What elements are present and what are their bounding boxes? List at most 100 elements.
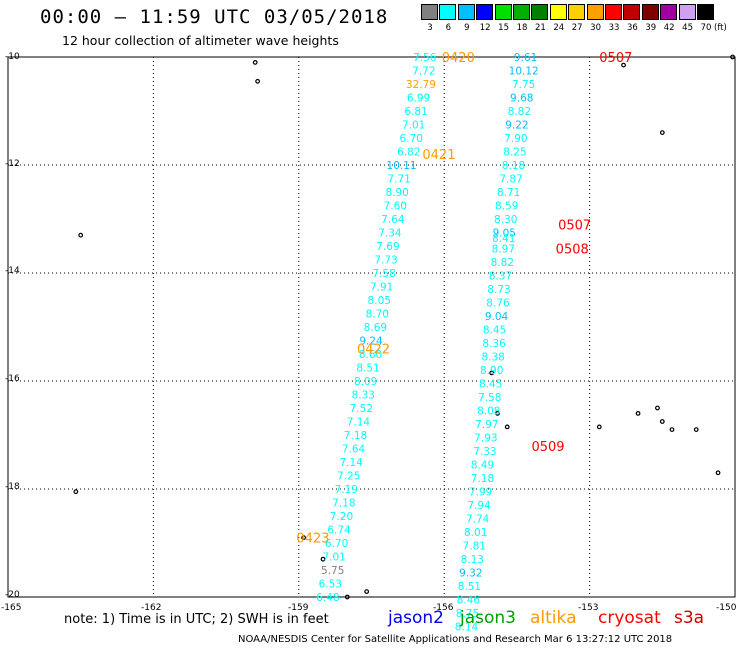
- wave-height-value: 7.01: [402, 120, 425, 132]
- island-outline: [621, 62, 626, 68]
- legend-swatch-6: [439, 4, 457, 20]
- wave-height-value: 7.20: [330, 511, 353, 523]
- wave-height-value: 9.68: [510, 93, 533, 105]
- legend-label-6: 6: [445, 23, 452, 33]
- legend-swatch-70: [697, 4, 714, 20]
- island-outline: [73, 489, 79, 495]
- wave-height-value: 7.18: [332, 498, 355, 510]
- legend-label-36: 36: [626, 23, 638, 33]
- wave-height-value: 8.36: [482, 338, 506, 350]
- legend-swatch-21: [531, 4, 549, 20]
- lat-label-18: -18: [5, 482, 20, 492]
- wave-height-value: 9.04: [485, 311, 509, 323]
- wave-height-value: 9.05: [493, 228, 516, 240]
- legend-label-39: 39: [645, 23, 657, 33]
- legend-label-33: 33: [608, 23, 620, 33]
- lon-label-153: -153: [578, 603, 599, 613]
- legend-swatch-45: [678, 4, 696, 20]
- wave-height-value: 5.75: [321, 565, 344, 577]
- wave-height-value: 7.97: [475, 419, 498, 431]
- wave-height-value: 7.69: [376, 241, 399, 253]
- wave-height-value: 8.30: [494, 214, 517, 226]
- wave-height-value: 6.48: [316, 592, 339, 604]
- wave-height-value: 7.81: [463, 541, 486, 553]
- wave-height-value: 8.97: [492, 244, 515, 256]
- island-outline: [635, 411, 641, 416]
- island-outline: [596, 424, 602, 430]
- wave-height-value: 7.14: [347, 417, 371, 429]
- pass-time-label: 0508: [556, 243, 589, 258]
- footer-credit: NOAA/NESDIS Center for Satellite Applica…: [238, 634, 673, 645]
- legend-swatch-39: [641, 4, 659, 20]
- wave-height-value: 7.19: [335, 484, 358, 496]
- wave-height-value: 8.51: [458, 581, 481, 593]
- legend-swatch-36: [623, 4, 641, 20]
- island-outline: [504, 424, 510, 430]
- wave-height-value: 8.75: [456, 608, 479, 620]
- lon-label-162: -162: [141, 603, 162, 613]
- wave-height-value: 8.51: [356, 363, 379, 375]
- sat-s3a: s3a: [674, 608, 705, 628]
- lon-label-156: -156: [433, 603, 454, 613]
- wave-height-value: 7.73: [374, 255, 397, 267]
- island-outline: [255, 78, 261, 84]
- lon-label-150: -150: [716, 603, 737, 613]
- wave-height-value: 8.70: [366, 309, 389, 321]
- wave-height-value: 8.49: [471, 460, 494, 472]
- legend-swatch-30: [586, 4, 604, 20]
- pass-time-label: 0509: [531, 440, 564, 455]
- wave-height-value: 8.13: [461, 554, 484, 566]
- sat-altika: altika: [530, 608, 577, 628]
- wave-height-value: 8.46: [457, 595, 481, 607]
- wave-height-value: 8.90: [480, 365, 503, 377]
- lat-label-14: -14: [5, 266, 20, 276]
- wave-height-value: 6.82: [397, 147, 420, 159]
- wave-height-value: 7.71: [387, 174, 410, 186]
- wave-height-value: 7.56: [413, 52, 437, 64]
- legend-swatch-3: [421, 4, 438, 20]
- wave-height-value: 7.33: [473, 446, 496, 458]
- wave-height-value: 8.59: [495, 201, 518, 213]
- wave-height-value: 8.14: [455, 622, 479, 634]
- map-subtitle: 12 hour collection of altimeter wave hei…: [62, 33, 339, 48]
- wave-height-value: 6.53: [319, 579, 342, 591]
- wave-height-value: 8.45: [483, 325, 506, 337]
- legend-swatch-12: [476, 4, 494, 20]
- wave-height-value: 7.18: [344, 430, 367, 442]
- wave-height-value: 8.73: [487, 284, 510, 296]
- map-title: 00:00 – 11:59 UTC 03/05/2018: [40, 6, 389, 28]
- wave-height-value: 32.79: [406, 79, 436, 91]
- sat-jason2: jason2: [388, 608, 444, 628]
- wave-height-value: 7.64: [381, 214, 405, 226]
- pass-time-label: 0421: [422, 148, 455, 163]
- island-outline: [78, 232, 84, 238]
- wave-height-value: 8.82: [491, 257, 514, 269]
- wave-height-value: 8.76: [486, 298, 510, 310]
- wave-height-value: 8.38: [481, 352, 504, 364]
- legend-swatch-18: [513, 4, 530, 20]
- wave-height-value: 9.61: [514, 52, 537, 64]
- legend-label-27: 27: [571, 23, 583, 33]
- wave-height-value: 7.72: [412, 66, 435, 78]
- map-frame: [7, 56, 736, 598]
- wave-height-value: 9.22: [505, 120, 528, 132]
- sat-cryosat: cryosat: [598, 608, 661, 628]
- wave-height-value: 8.69: [364, 322, 387, 334]
- island-outline: [659, 130, 665, 136]
- wave-height-value: 7.58: [478, 392, 501, 404]
- island-outline: [693, 427, 699, 433]
- wave-height-value: 8.01: [464, 527, 487, 539]
- legend-label-3: 3: [427, 23, 433, 33]
- wave-height-value: 7.64: [342, 444, 366, 456]
- legend-label-45: 45: [682, 23, 693, 33]
- wave-height-value: 8.60: [359, 349, 382, 361]
- legend-label-42: 42: [663, 23, 675, 33]
- wave-height-value: 7.60: [384, 201, 407, 213]
- island-outline: [320, 556, 326, 562]
- wave-height-value: 7.18: [471, 473, 494, 485]
- legend-swatch-33: [605, 4, 622, 20]
- wave-height-value: 7.87: [499, 174, 522, 186]
- pass-time-label: 0422: [357, 343, 390, 358]
- wave-height-value: 7.74: [466, 514, 490, 526]
